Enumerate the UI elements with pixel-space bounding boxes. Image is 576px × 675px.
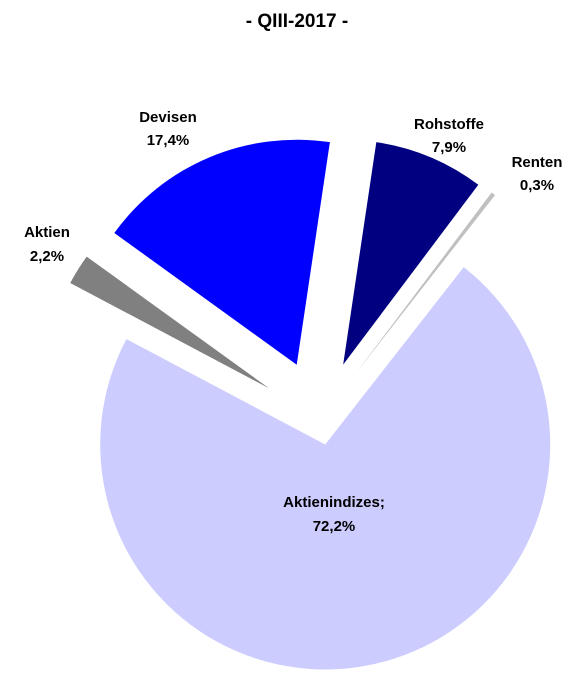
- pie-slice: [356, 192, 496, 373]
- slice-value-label: 7,9%: [432, 139, 466, 156]
- pie-slice: [100, 267, 551, 670]
- slice-label: Renten: [512, 154, 563, 171]
- pie-slice: [114, 139, 330, 365]
- chart-title: - QIII-2017 -: [246, 11, 348, 32]
- slice-label: Aktienindizes;: [283, 494, 385, 511]
- slice-label: Rohstoffe: [414, 116, 484, 133]
- slice-value-label: 72,2%: [313, 518, 356, 535]
- slice-value-label: 0,3%: [520, 177, 554, 194]
- pie-slice: [343, 142, 479, 365]
- slice-value-label: 2,2%: [30, 248, 64, 265]
- pie-slice: [70, 256, 270, 389]
- slice-label: Devisen: [139, 109, 197, 126]
- slice-value-label: 17,4%: [147, 132, 190, 149]
- slice-label: Aktien: [24, 224, 70, 241]
